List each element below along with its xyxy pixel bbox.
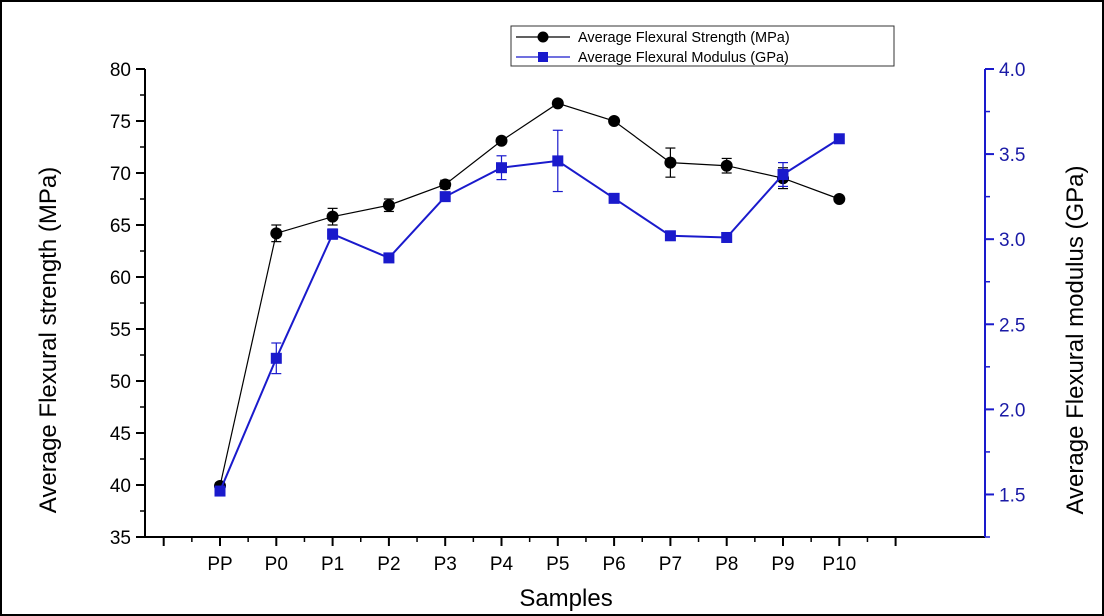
data-point-modulus <box>721 231 733 243</box>
legend-label-modulus: Average Flexural Modulus (GPa) <box>578 50 789 66</box>
data-point-modulus <box>608 192 620 204</box>
y-tick-label-right: 2.5 <box>999 315 1025 336</box>
data-point-strength <box>551 97 564 110</box>
y-tick-label-left: 50 <box>110 372 131 393</box>
legend-label-strength: Average Flexural Strength (MPa) <box>578 30 790 46</box>
y-tick-label-right: 3.0 <box>999 230 1025 251</box>
legend-box <box>510 25 895 67</box>
data-point-strength <box>833 193 846 205</box>
x-tick-label: P3 <box>434 554 457 575</box>
y-tick-label-left: 60 <box>110 268 131 289</box>
data-point-strength <box>720 159 733 172</box>
x-axis-title: Samples <box>519 585 612 612</box>
data-point-strength <box>439 178 452 191</box>
data-point-modulus <box>777 169 789 181</box>
data-point-modulus <box>270 352 282 364</box>
data-point-strength <box>382 199 395 212</box>
x-tick-label: P7 <box>659 554 682 575</box>
data-point-modulus <box>327 228 339 240</box>
data-point-modulus <box>552 155 564 167</box>
x-tick-label: P8 <box>715 554 738 575</box>
y-tick-label-left: 70 <box>110 164 131 185</box>
series-layer <box>214 97 846 497</box>
data-point-strength <box>326 210 339 223</box>
data-point-strength <box>270 227 283 240</box>
x-tick-label: P2 <box>377 554 400 575</box>
x-tick-label: P6 <box>602 554 625 575</box>
x-tick-label: P5 <box>546 554 569 575</box>
y-axis-title-right: Average Flexural modulus (GPa) <box>1062 165 1089 514</box>
y-tick-label-left: 80 <box>110 60 131 81</box>
y-axis-title-left: Average Flexural strength (MPa) <box>35 167 62 513</box>
x-tick-label: P10 <box>822 554 856 575</box>
y-tick-label-right: 3.5 <box>999 145 1025 166</box>
y-tick-label-left: 65 <box>110 216 131 237</box>
data-point-modulus <box>496 162 507 174</box>
y-tick-label-left: 40 <box>110 476 131 497</box>
data-point-modulus <box>214 485 226 497</box>
y-tick-label-right: 1.5 <box>999 485 1025 506</box>
data-point-modulus <box>439 191 451 203</box>
y-tick-label-left: 55 <box>110 320 131 341</box>
data-point-strength <box>608 115 621 127</box>
data-point-modulus <box>664 230 676 242</box>
y-tick-label-left: 35 <box>110 528 131 549</box>
data-point-modulus <box>383 252 395 264</box>
y-tick-label-left: 75 <box>110 112 131 133</box>
series-line-modulus <box>219 137 840 492</box>
x-tick-label: P0 <box>265 554 288 575</box>
x-tick-label: P1 <box>321 554 344 575</box>
data-point-modulus <box>833 133 845 145</box>
legend-marker-strength <box>537 31 549 43</box>
series-line-strength <box>219 102 840 487</box>
axes-group: 35 40 45 50 55 60 65 70 75 80 1.5 2.0 2.5 3.0 3.5 4.0 PP… <box>110 60 1026 575</box>
x-tick-label: PP <box>207 554 232 575</box>
data-point-strength <box>495 134 508 147</box>
y-tick-label-right: 2.0 <box>999 400 1025 421</box>
y-tick-label-left: 45 <box>110 424 131 445</box>
y-tick-label-right: 4.0 <box>999 60 1025 81</box>
data-point-strength <box>664 156 677 169</box>
legend-marker-modulus <box>538 52 548 62</box>
legend: Average Flexural Strength (MPa) Average … <box>510 25 895 67</box>
x-tick-label: P9 <box>771 554 794 575</box>
x-tick-label: P4 <box>490 554 514 575</box>
